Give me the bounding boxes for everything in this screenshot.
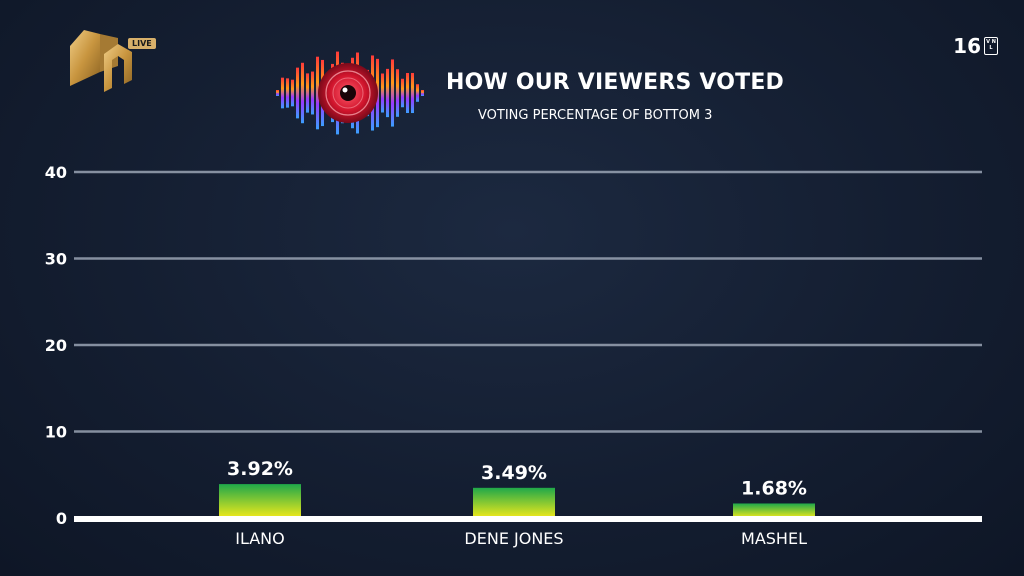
eye-equalizer-bar	[311, 71, 314, 115]
chart-title: HOW OUR VIEWERS VOTED	[446, 70, 785, 95]
eye-equalizer-bar	[301, 62, 304, 124]
age-rating-number: 16	[953, 34, 981, 58]
eye-equalizer-bar	[276, 90, 279, 96]
eye-equalizer-bar	[391, 59, 394, 127]
eye-equalizer-bar	[281, 77, 284, 109]
eye-equalizer-bar	[401, 78, 404, 108]
y-tick-label: 0	[56, 509, 67, 528]
bar-dene-jones	[473, 487, 555, 518]
y-tick-label: 10	[45, 423, 67, 442]
eye-equalizer-bar	[421, 90, 424, 96]
bar-ilano	[219, 484, 301, 518]
eye-equalizer-bar	[381, 73, 384, 113]
y-tick-label: 20	[45, 336, 67, 355]
eye-equalizer-bar	[296, 67, 299, 119]
y-tick-label: 40	[45, 163, 67, 182]
y-tick-label: 30	[45, 250, 67, 269]
eye-equalizer-bar	[396, 69, 399, 117]
eye-equalizer-bar	[316, 56, 319, 130]
live-badge: LIVE	[128, 38, 156, 49]
bar-value-label: 3.49%	[481, 462, 547, 484]
eye-equalizer-bar	[386, 68, 389, 118]
eye-equalizer-bar	[411, 72, 414, 114]
eye-equalizer-bar	[406, 72, 409, 114]
big-brother-eye-logo	[276, 51, 424, 135]
bar-value-label: 1.68%	[741, 477, 807, 499]
x-category-label: ILANO	[235, 529, 285, 548]
bar-mashel	[733, 503, 815, 518]
mzansi-magic-logo	[70, 30, 132, 92]
x-category-label: DENE JONES	[464, 529, 563, 548]
x-category-label: MASHEL	[741, 529, 807, 548]
age-rating-codes: V N L	[984, 37, 998, 55]
chart-subtitle: VOTING PERCENTAGE OF BOTTOM 3	[478, 108, 713, 123]
x-axis-baseline	[74, 516, 982, 522]
bar-value-label: 3.92%	[227, 458, 293, 480]
eye-equalizer-bar	[416, 84, 419, 102]
eye-equalizer-bar	[306, 73, 309, 113]
eye-equalizer-bar	[286, 78, 289, 108]
eye-equalizer-bar	[291, 79, 294, 107]
age-rating-badge: 16 V N L	[953, 34, 998, 58]
